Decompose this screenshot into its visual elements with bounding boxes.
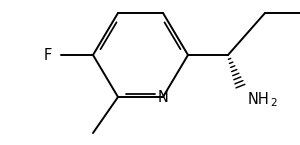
Text: 2: 2 <box>270 98 277 108</box>
Text: F: F <box>44 48 52 62</box>
Text: NH: NH <box>248 93 270 107</box>
Text: N: N <box>158 89 168 105</box>
